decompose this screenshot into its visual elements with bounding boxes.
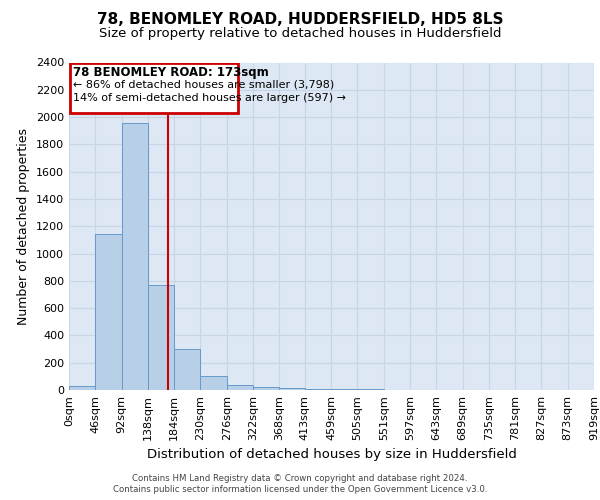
Bar [331,389,358,390]
Bar [253,386,279,390]
Bar [200,376,227,390]
FancyBboxPatch shape [70,63,238,113]
Y-axis label: Number of detached properties: Number of detached properties [17,128,31,325]
Text: 78 BENOMLEY ROAD: 173sqm: 78 BENOMLEY ROAD: 173sqm [73,66,269,78]
X-axis label: Distribution of detached houses by size in Huddersfield: Distribution of detached houses by size … [146,448,517,462]
Bar [279,388,305,390]
Bar [227,384,253,390]
Bar [69,386,95,390]
Bar [305,388,331,390]
Bar [174,349,200,390]
Text: Size of property relative to detached houses in Huddersfield: Size of property relative to detached ho… [99,28,501,40]
Text: Contains HM Land Registry data © Crown copyright and database right 2024.
Contai: Contains HM Land Registry data © Crown c… [113,474,487,494]
Bar [148,285,174,390]
Bar [95,234,122,390]
Bar [122,122,148,390]
Text: ← 86% of detached houses are smaller (3,798): ← 86% of detached houses are smaller (3,… [73,80,334,90]
Text: 14% of semi-detached houses are larger (597) →: 14% of semi-detached houses are larger (… [73,94,346,104]
Text: 78, BENOMLEY ROAD, HUDDERSFIELD, HD5 8LS: 78, BENOMLEY ROAD, HUDDERSFIELD, HD5 8LS [97,12,503,28]
